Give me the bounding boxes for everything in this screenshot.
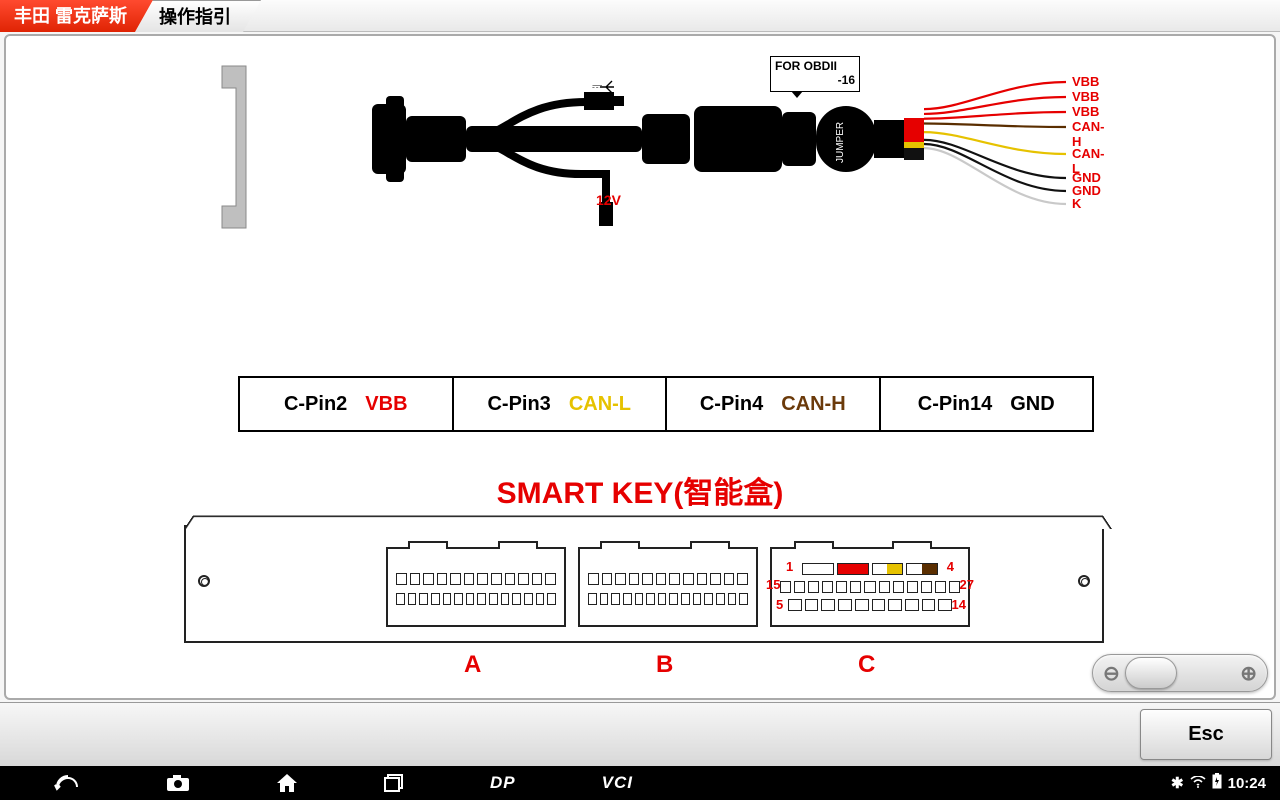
- pin-num-tl: 1: [786, 559, 793, 574]
- diagram-panel: ⎓ JUMPER: [4, 34, 1276, 700]
- connector-a: [386, 547, 566, 627]
- home-icon[interactable]: [276, 773, 298, 793]
- esc-button[interactable]: Esc: [1140, 709, 1272, 760]
- connector-label-a: A: [464, 651, 481, 679]
- wire-label: VBB: [1072, 74, 1099, 89]
- camera-icon[interactable]: [166, 774, 190, 792]
- clock: 10:24: [1228, 775, 1266, 792]
- pin-key: C-Pin2: [284, 393, 347, 416]
- pin-cell: C-Pin2 VBB: [240, 378, 454, 430]
- connector-label-b: B: [656, 651, 673, 679]
- system-navbar: DP VCI ✱ 10:24: [0, 766, 1280, 800]
- pin-num-tr: 4: [947, 559, 954, 574]
- pin-value: GND: [1010, 393, 1054, 416]
- wifi-icon: [1190, 775, 1206, 792]
- obd-label-line2: -16: [775, 73, 855, 87]
- pin-cell: C-Pin14 GND: [881, 378, 1093, 430]
- zoom-thumb[interactable]: [1125, 657, 1177, 689]
- pin-value: CAN-L: [569, 393, 631, 416]
- wire-label: K: [1072, 196, 1081, 211]
- status-tray: ✱ 10:24: [1171, 773, 1266, 793]
- pin-mapping-table: C-Pin2 VBB C-Pin3 CAN-L C-Pin4 CAN-H C-Pin14 GN…: [238, 376, 1094, 432]
- dp-button[interactable]: DP: [490, 773, 516, 793]
- cable-diagram: ⎓ JUMPER: [186, 56, 1106, 246]
- zoom-out-icon[interactable]: ⊖: [1103, 661, 1120, 686]
- pin-value: CAN-H: [781, 393, 845, 416]
- pin-num-ml: 15: [766, 577, 780, 592]
- svg-text:⎓: ⎓: [592, 78, 602, 93]
- back-icon[interactable]: [54, 774, 80, 792]
- pin-cell: C-Pin4 CAN-H: [667, 378, 881, 430]
- pin-num-br: 14: [952, 597, 966, 612]
- obd-label-line1: FOR OBDII: [775, 59, 855, 73]
- battery-icon: [1212, 773, 1222, 793]
- ecu-diagram: 1 4 15 27 5 14 A B C: [184, 511, 1104, 671]
- connector-c: 1 4 15 27 5 14: [770, 547, 970, 627]
- pin-cell: C-Pin3 CAN-L: [454, 378, 668, 430]
- bottom-toolbar: Esc: [0, 702, 1280, 766]
- bolt-icon: [1078, 575, 1090, 587]
- pin-key: C-Pin4: [700, 393, 763, 416]
- connector-b: [578, 547, 758, 627]
- zoom-in-icon[interactable]: ⊕: [1240, 661, 1257, 686]
- pin-value: VBB: [365, 393, 407, 416]
- vci-button[interactable]: VCI: [602, 773, 633, 793]
- bluetooth-icon: ✱: [1171, 774, 1184, 792]
- jumper-text: JUMPER: [835, 122, 846, 163]
- recent-apps-icon[interactable]: [384, 774, 404, 792]
- smart-key-title: SMART KEY(智能盒): [6, 468, 1274, 512]
- voltage-label: 12V: [596, 192, 621, 208]
- bolt-icon: [198, 575, 210, 587]
- pin-num-bl: 5: [776, 597, 783, 612]
- pin-num-mr: 27: [960, 577, 974, 592]
- tab-operation-guide[interactable]: 操作指引: [135, 0, 261, 32]
- wire-label: VBB: [1072, 104, 1099, 119]
- wire-label: VBB: [1072, 89, 1099, 104]
- pin-key: C-Pin14: [918, 393, 992, 416]
- pin-key: C-Pin3: [487, 393, 550, 416]
- obd-label-box: FOR OBDII -16: [770, 56, 860, 92]
- connector-label-c: C: [858, 651, 875, 679]
- zoom-slider[interactable]: ⊖ ⊕: [1092, 654, 1268, 692]
- tab-vehicle-brand[interactable]: 丰田 雷克萨斯: [0, 0, 153, 32]
- wire-label: CAN-H: [1072, 119, 1106, 149]
- cable-svg: ⎓ JUMPER: [186, 56, 1106, 246]
- ecu-box: 1 4 15 27 5 14: [184, 525, 1104, 643]
- header-tabs: 丰田 雷克萨斯 操作指引: [0, 0, 1280, 32]
